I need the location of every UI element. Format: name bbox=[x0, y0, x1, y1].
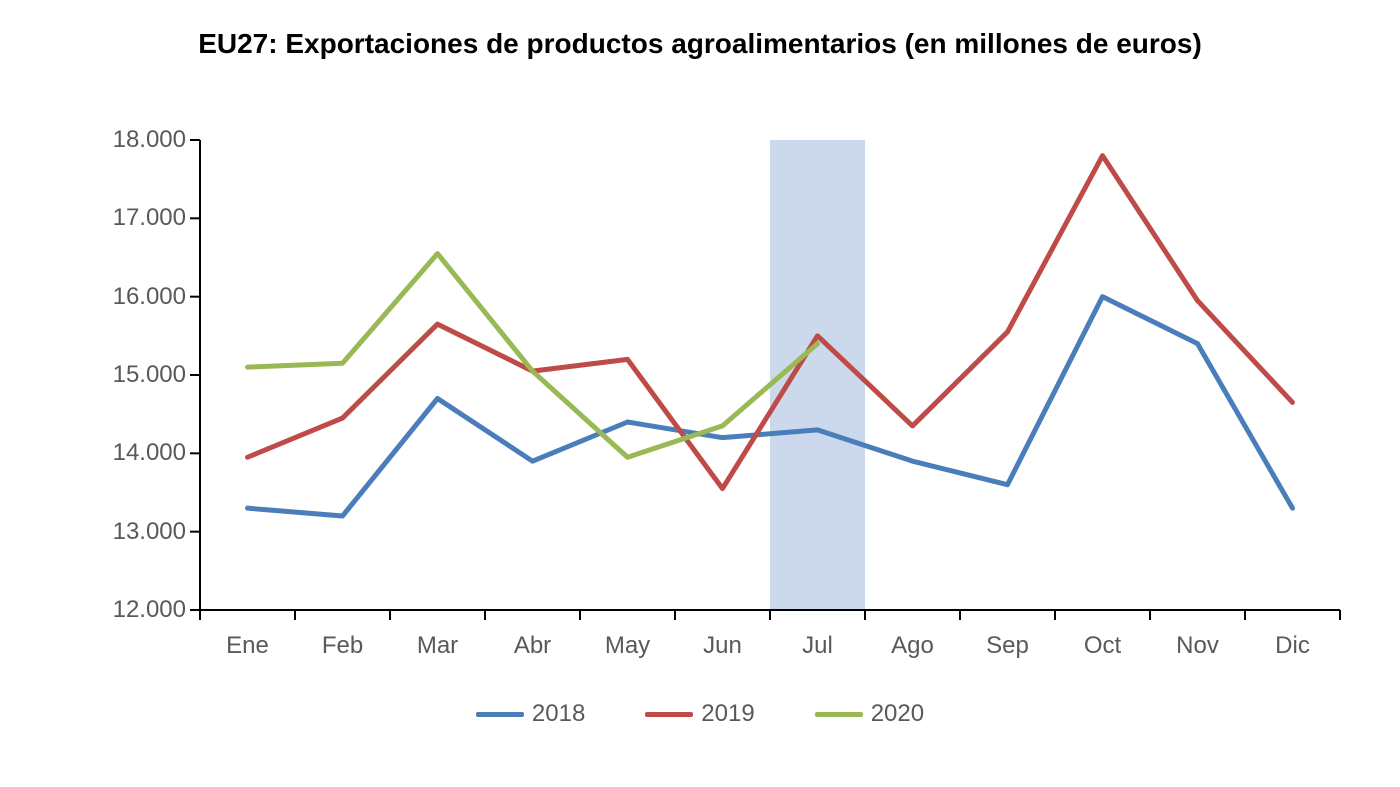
x-tick-label: Jun bbox=[703, 610, 742, 660]
x-tick-label: May bbox=[605, 610, 650, 660]
legend-swatch bbox=[476, 712, 524, 717]
legend-label: 2018 bbox=[532, 700, 585, 728]
x-tick-label: Oct bbox=[1084, 610, 1121, 660]
legend-item: 2019 bbox=[645, 700, 754, 728]
y-tick-label: 16.000 bbox=[113, 283, 200, 311]
legend-swatch bbox=[645, 712, 693, 717]
legend-swatch bbox=[815, 712, 863, 717]
legend-label: 2020 bbox=[871, 700, 924, 728]
x-tick-label: Nov bbox=[1176, 610, 1219, 660]
y-tick-label: 18.000 bbox=[113, 126, 200, 154]
y-tick-label: 12.000 bbox=[113, 596, 200, 624]
x-tick-label: Ene bbox=[226, 610, 269, 660]
x-tick-label: Dic bbox=[1275, 610, 1310, 660]
x-tick-label: Feb bbox=[322, 610, 363, 660]
x-tick-label: Jul bbox=[802, 610, 833, 660]
legend-label: 2019 bbox=[701, 700, 754, 728]
chart-legend: 2018 2019 2020 bbox=[0, 700, 1400, 728]
x-tick-label: Sep bbox=[986, 610, 1029, 660]
x-tick-label: Mar bbox=[417, 610, 458, 660]
y-tick-label: 15.000 bbox=[113, 361, 200, 389]
y-tick-label: 14.000 bbox=[113, 439, 200, 467]
plot-area: 12.00013.00014.00015.00016.00017.00018.0… bbox=[200, 140, 1340, 610]
chart-title: EU27: Exportaciones de productos agroali… bbox=[0, 28, 1400, 60]
y-tick-label: 13.000 bbox=[113, 518, 200, 546]
y-tick-label: 17.000 bbox=[113, 204, 200, 232]
x-tick-label: Abr bbox=[514, 610, 551, 660]
legend-item: 2020 bbox=[815, 700, 924, 728]
x-tick-label: Ago bbox=[891, 610, 934, 660]
legend-item: 2018 bbox=[476, 700, 585, 728]
chart-container: EU27: Exportaciones de productos agroali… bbox=[0, 0, 1400, 787]
